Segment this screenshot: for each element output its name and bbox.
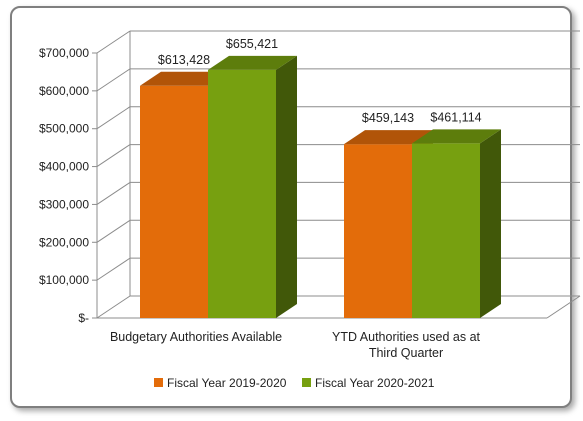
y-tick-label: $200,000 xyxy=(39,235,89,249)
data-label: $613,428 xyxy=(158,53,210,67)
y-tick-label: $300,000 xyxy=(39,197,89,211)
bar-side xyxy=(276,55,297,318)
category-label: YTD Authorities used as at xyxy=(332,330,481,344)
wall-diagonal xyxy=(96,182,131,205)
legend-swatch xyxy=(302,378,311,387)
legend-label: Fiscal Year 2019-2020 xyxy=(167,376,287,390)
bar-top xyxy=(208,55,297,70)
wall-diagonal xyxy=(96,30,131,54)
bar xyxy=(344,144,412,318)
bar-top xyxy=(344,130,433,145)
legend-swatch xyxy=(154,378,163,387)
wall-diagonal xyxy=(96,144,131,167)
wall-diagonal xyxy=(96,295,131,319)
category-label: Third Quarter xyxy=(369,346,443,360)
floor-edge xyxy=(546,295,581,319)
wall-diagonal xyxy=(96,106,131,130)
wall-diagonal xyxy=(96,219,131,243)
wall-diagonal xyxy=(96,68,131,92)
data-label: $461,114 xyxy=(430,110,481,124)
y-tick-label: $600,000 xyxy=(39,84,89,98)
y-tick-label: $100,000 xyxy=(39,273,89,287)
category-label: Budgetary Authorities Available xyxy=(110,330,282,344)
legend-label: Fiscal Year 2020-2021 xyxy=(315,376,435,390)
y-tick-label: $- xyxy=(78,311,89,325)
y-tick-label: $400,000 xyxy=(39,160,89,174)
bar-side xyxy=(480,129,501,318)
y-tick-label: $700,000 xyxy=(39,46,89,60)
bar-top xyxy=(412,129,501,144)
bar xyxy=(140,85,208,319)
bar xyxy=(208,69,276,318)
y-tick-label: $500,000 xyxy=(39,122,89,136)
wall-diagonal xyxy=(96,257,131,281)
bar xyxy=(412,143,480,318)
data-label: $655,421 xyxy=(226,37,278,51)
data-label: $459,143 xyxy=(362,111,414,125)
bar-top xyxy=(140,71,229,86)
